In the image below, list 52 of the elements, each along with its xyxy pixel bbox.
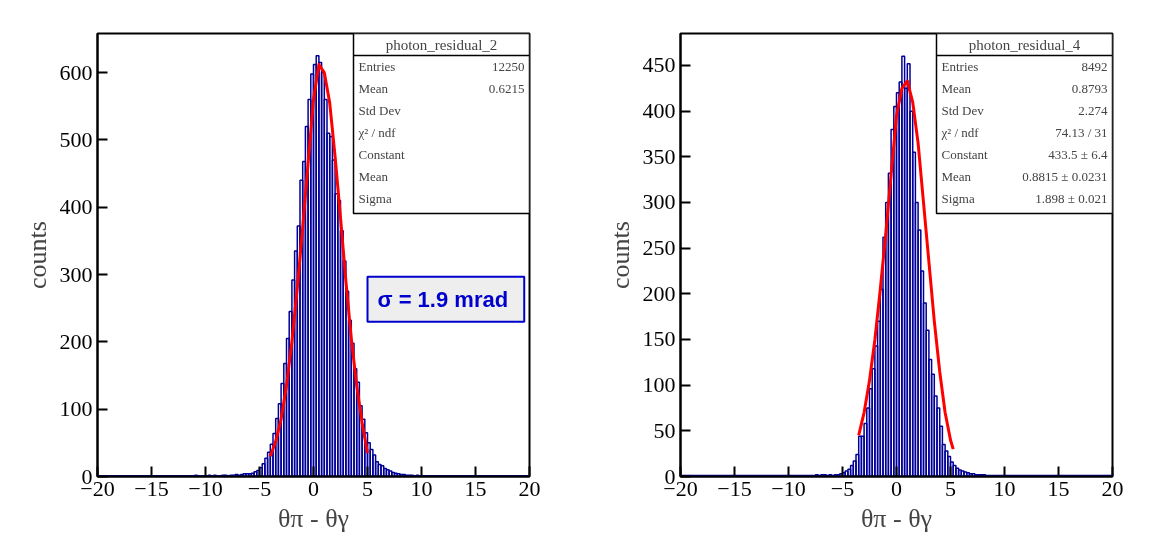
y-tick-label: 150: [642, 326, 676, 352]
x-axis-title: θπ - θγ: [277, 503, 350, 533]
text: Constant 433.5 ± 6.4: [941, 147, 1108, 162]
x-axis-title: θπ - θγ: [860, 503, 933, 533]
x-tick-label: 0: [891, 475, 902, 501]
annotation: Std Dev: [358, 103, 402, 118]
annotation: photon_residual_4: [968, 36, 1081, 53]
annotation: Constant: [358, 147, 406, 162]
text: χ² / ndf 74.13 / 31: [941, 125, 1108, 140]
text: Mean 0.8815 ± 0.0231: [941, 169, 1108, 184]
text: Entries 8492: [941, 58, 1108, 74]
y-tick-label: 100: [642, 372, 676, 398]
y-tick-label: 500: [59, 126, 93, 152]
x-tick-label: 10: [410, 475, 433, 501]
text: Mean 0.8793: [941, 80, 1108, 96]
y-tick-label: 350: [642, 143, 676, 169]
x-tick-label: −5: [247, 475, 272, 501]
y-tick-label: 600: [59, 59, 93, 85]
y-tick-label: 300: [59, 261, 93, 287]
x-tick-label: −10: [188, 475, 223, 501]
y-tick-label: 100: [59, 396, 93, 422]
x-tick-label: 15: [464, 475, 487, 501]
x-tick-label: 15: [1047, 475, 1070, 501]
y-axis-title: counts: [605, 221, 635, 289]
y-tick-label: 250: [642, 235, 676, 261]
x-tick-label: 10: [993, 475, 1016, 501]
annotation: Mean: [358, 169, 389, 184]
y-tick-label: 300: [642, 189, 676, 215]
y-tick-label: 400: [642, 98, 676, 124]
x-tick-label: 5: [362, 475, 373, 501]
annotation: photon_residual_2: [385, 36, 498, 53]
y-tick-label: 50: [653, 417, 676, 443]
x-tick-label: −10: [771, 475, 806, 501]
x-tick-label: 5: [945, 475, 956, 501]
text: Std Dev 2.274: [941, 102, 1108, 118]
x-tick-label: −15: [717, 475, 752, 501]
y-tick-label: 200: [642, 280, 676, 306]
text: Mean 0.6215: [358, 80, 525, 96]
annotation: σ = 1.9 mrad: [377, 286, 509, 312]
x-tick-label: −15: [134, 475, 169, 501]
text: Sigma 1.898 ± 0.021: [941, 191, 1108, 206]
text: Entries 12250: [358, 58, 525, 74]
x-tick-label: 20: [518, 475, 541, 501]
x-tick-label: −5: [830, 475, 855, 501]
y-tick-label: 450: [642, 52, 676, 78]
y-tick-label: 200: [59, 328, 93, 354]
x-tick-label: 0: [308, 475, 319, 501]
annotation: Sigma: [358, 191, 392, 206]
x-tick-label: 20: [1101, 475, 1124, 501]
annotation: χ² / ndf: [357, 125, 397, 140]
y-tick-label: 400: [59, 194, 93, 220]
y-axis-title: counts: [22, 221, 52, 289]
